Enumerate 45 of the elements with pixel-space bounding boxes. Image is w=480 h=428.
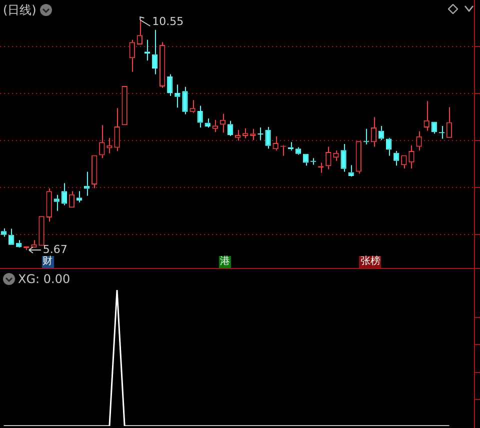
candlestick	[92, 155, 98, 189]
text: 财	[42, 256, 54, 268]
candlestick	[326, 146, 332, 170]
candlestick	[378, 126, 384, 141]
candlestick	[197, 105, 203, 128]
candlestick	[401, 155, 407, 169]
candlestick	[234, 129, 241, 142]
candlestick	[394, 150, 400, 166]
candlestick	[68, 190, 75, 208]
candlestick	[190, 100, 196, 114]
candlestick	[227, 120, 234, 136]
candlestick	[446, 106, 452, 138]
candlestick	[46, 188, 52, 222]
annotation: 10.55	[152, 14, 184, 28]
candlestick	[370, 116, 377, 148]
candlestick	[167, 74, 173, 96]
candlestick	[250, 128, 256, 141]
candlestick	[54, 194, 60, 212]
candlestick	[333, 150, 339, 162]
text: 张榜	[359, 256, 382, 268]
candlestick	[265, 126, 271, 150]
candlestick	[204, 118, 210, 128]
candlestick	[61, 182, 68, 206]
candlestick	[416, 130, 422, 152]
candlestick	[129, 39, 135, 72]
candlestick	[99, 124, 105, 159]
candlestick	[0, 228, 7, 238]
candlestick	[340, 143, 346, 172]
candlestick	[174, 84, 180, 108]
candlestick	[242, 128, 248, 139]
candlestick	[386, 137, 392, 156]
chart-title: XG: 0.00	[18, 272, 70, 286]
candlestick	[431, 122, 437, 134]
candlestick	[348, 164, 354, 176]
text: 港	[218, 256, 231, 268]
candlestick	[114, 108, 120, 152]
annotation: 5.67	[42, 242, 68, 256]
candlestick	[182, 86, 188, 115]
candlestick	[212, 119, 218, 133]
candlestick	[76, 190, 82, 203]
candlestick	[8, 228, 14, 245]
chart-title: (日线)	[3, 2, 36, 19]
candlestick	[159, 42, 166, 88]
candlestick	[152, 29, 158, 75]
candlestick	[408, 144, 414, 169]
